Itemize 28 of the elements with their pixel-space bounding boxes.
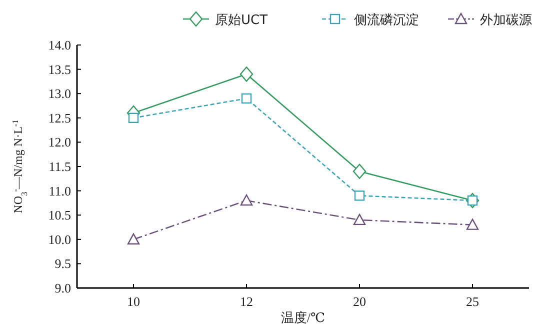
x-tick-label: 12 bbox=[240, 294, 253, 309]
y-tick-label: 11.5 bbox=[48, 159, 71, 174]
y-tick-label: 10.5 bbox=[48, 208, 71, 223]
y-tick-label: 13.5 bbox=[48, 62, 71, 77]
point bbox=[352, 164, 366, 179]
legend-label: 原始UCT bbox=[215, 13, 268, 28]
point bbox=[240, 66, 254, 82]
point bbox=[128, 112, 139, 123]
y-tick-label: 12.5 bbox=[48, 110, 71, 126]
x-tick-label: 20 bbox=[353, 294, 366, 309]
y-tick-label: 12.0 bbox=[48, 134, 71, 150]
y-tick-label: 9.5 bbox=[54, 256, 71, 272]
legend-label: 外加碳源 bbox=[480, 13, 532, 28]
y-tick-label: 13.0 bbox=[48, 86, 71, 102]
point bbox=[466, 218, 479, 230]
y-tick-label: 11.0 bbox=[48, 183, 71, 198]
x-axis-title: 温度/℃ bbox=[280, 310, 326, 325]
y-tick-label: 14.0 bbox=[48, 38, 71, 52]
point bbox=[354, 190, 365, 201]
point bbox=[240, 194, 253, 206]
legend-label: 侧流磷沉淀 bbox=[354, 12, 419, 28]
point bbox=[127, 233, 140, 244]
x-tick-label: 10 bbox=[127, 294, 140, 309]
y-tick-label: 10.0 bbox=[48, 232, 71, 247]
y-tick-label: 9.0 bbox=[54, 280, 71, 296]
point bbox=[353, 214, 366, 226]
x-tick-label: 25 bbox=[466, 294, 479, 309]
point bbox=[241, 93, 252, 104]
